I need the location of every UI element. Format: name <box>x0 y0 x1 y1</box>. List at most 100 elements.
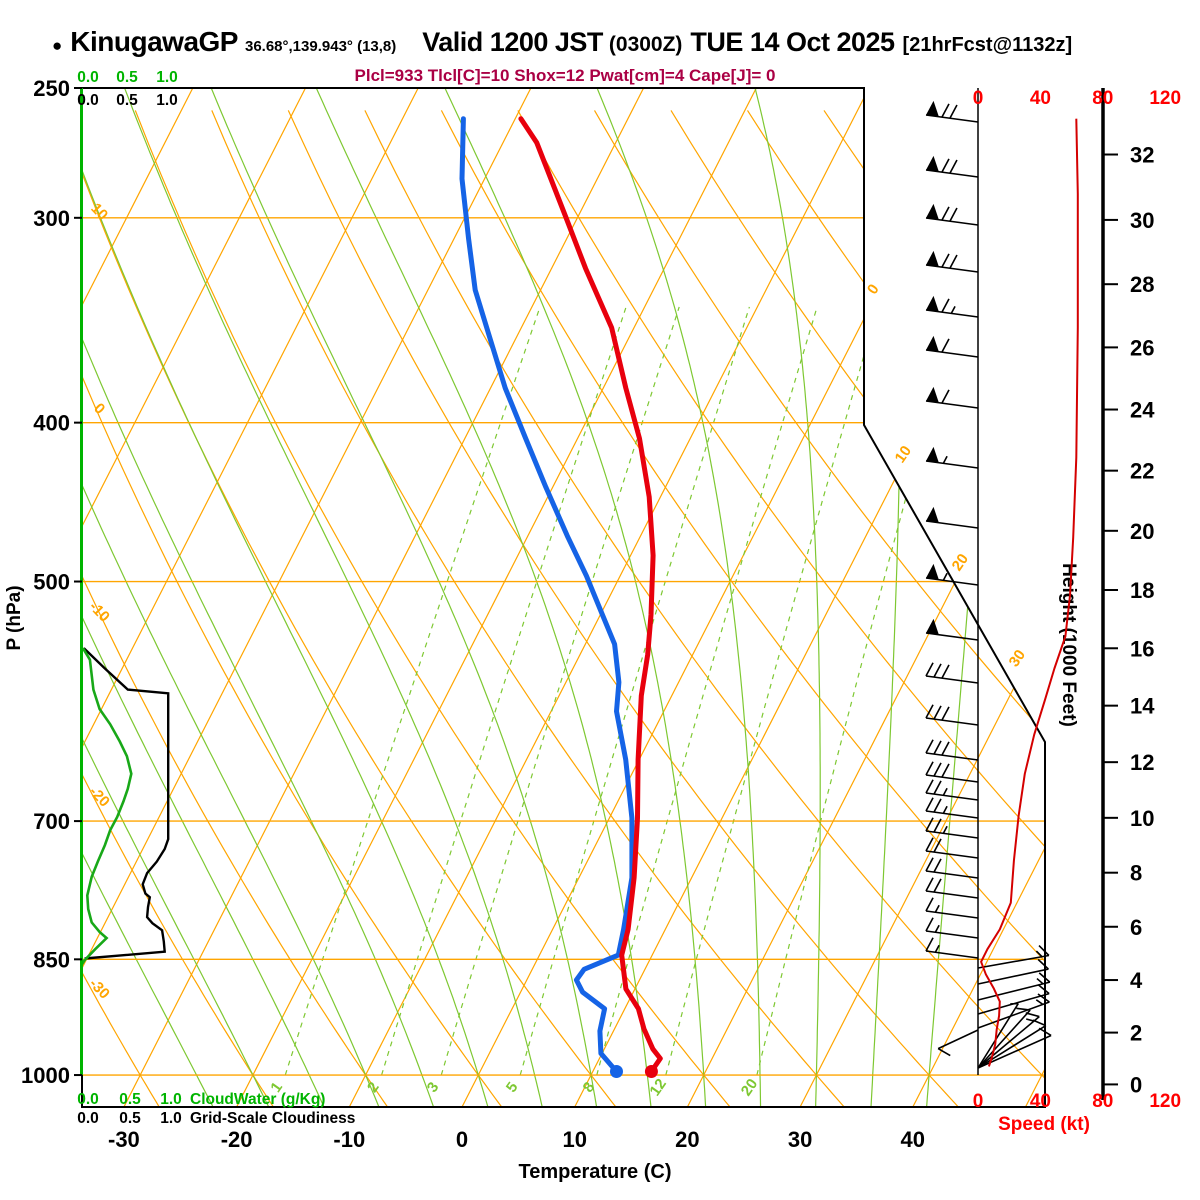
wind-barb <box>925 618 979 641</box>
height-tick-label: 24 <box>1130 398 1155 423</box>
moist-adiabat-line <box>82 88 327 1107</box>
svg-text:0: 0 <box>864 281 883 298</box>
dry-adiabat-line <box>364 110 1045 1107</box>
svg-text:0.0: 0.0 <box>77 69 99 86</box>
moist-adiabat-line <box>82 88 216 1107</box>
height-tick-label: 8 <box>1130 861 1142 886</box>
isotherm-line <box>236 88 757 1107</box>
grid-scale-cloudiness-curve <box>82 647 170 960</box>
mixing-ratio-line <box>440 306 680 1076</box>
pressure-axis-title: P (hPa) <box>4 585 25 650</box>
svg-text:30: 30 <box>1006 647 1029 670</box>
wind-barb <box>925 797 979 819</box>
moist-adiabat-line <box>870 88 902 1107</box>
svg-text:20: 20 <box>738 1076 761 1099</box>
wind-barb <box>925 203 979 226</box>
sounding-profiles <box>459 116 663 1078</box>
speed-tick-label-top: 80 <box>1092 88 1113 109</box>
wind-barb <box>925 739 979 761</box>
height-tick-label: 14 <box>1130 694 1155 719</box>
dewpoint-curve <box>459 116 635 1074</box>
wind-barb <box>925 446 979 469</box>
isotherm-line <box>686 88 1045 1107</box>
wind-barb <box>925 937 979 959</box>
pressure-tick-label: 1000 <box>21 1063 70 1088</box>
isotherm-line <box>82 88 419 1107</box>
surface-dewpoint-dot <box>609 1064 623 1078</box>
height-tick-label: 6 <box>1130 915 1142 940</box>
svg-text:0.5: 0.5 <box>116 92 138 109</box>
temperature-axis-title: Temperature (C) <box>519 1161 672 1183</box>
height-tick-label: 0 <box>1130 1072 1142 1097</box>
speed-tick-label-top: 120 <box>1149 88 1181 109</box>
wind-barb-lowlevel <box>977 945 1050 969</box>
height-tick-label: 20 <box>1130 519 1154 544</box>
isotherm-line <box>799 88 1045 1107</box>
skewt-gridlines <box>82 88 1045 1107</box>
surface-temperature-dot <box>644 1064 658 1078</box>
svg-text:0.5: 0.5 <box>116 69 138 86</box>
temperature-tick-label: 10 <box>562 1127 586 1152</box>
isotherm-line <box>82 88 194 1107</box>
svg-text:1.0: 1.0 <box>160 1110 182 1127</box>
svg-text:-20: -20 <box>86 783 113 810</box>
station-coordinates: 36.68°,139.943° (13,8) <box>244 38 397 55</box>
temperature-tick-label: -10 <box>333 1127 365 1152</box>
dry-adiabat-line <box>287 110 962 1107</box>
height-tick-label: 30 <box>1130 208 1154 233</box>
wind-barb <box>925 817 979 839</box>
mixing-ratio-line <box>519 306 750 1076</box>
valid-date: TUE 14 Oct 2025 <box>690 27 895 57</box>
wind-barb <box>925 155 979 178</box>
pressure-tick-label: 700 <box>33 809 70 834</box>
svg-text:0.0: 0.0 <box>77 1091 99 1108</box>
wind-barb <box>925 100 979 123</box>
moist-adiabat-line <box>82 88 436 1107</box>
wind-barb <box>925 295 979 318</box>
wind-barb-lowlevel <box>977 1002 1019 1069</box>
moist-adiabat-line <box>82 88 381 1107</box>
height-tick-label: 10 <box>1130 806 1154 831</box>
height-tick-label: 12 <box>1130 750 1154 775</box>
dry-adiabat-line <box>593 110 1045 1107</box>
wind-barb <box>925 506 979 529</box>
dry-adiabat-line <box>440 110 1045 1107</box>
isotherm-line <box>82 88 307 1107</box>
pressure-tick-label: 850 <box>33 947 70 972</box>
pressure-tick-label: 400 <box>33 411 70 436</box>
wind-barb <box>925 877 979 899</box>
dry-adiabat-line <box>211 110 848 1107</box>
pressure-axis: 250 300 400 500 700 850 1000 P (hPa) <box>4 76 82 1088</box>
mixing-ratio-line <box>756 306 959 1076</box>
moist-adiabat-line <box>208 88 598 1107</box>
svg-text:0.0: 0.0 <box>77 1110 99 1127</box>
cloud-water-curve <box>82 647 133 965</box>
moist-adiabat-line <box>753 88 821 1107</box>
wind-barb <box>925 704 979 726</box>
svg-text:-10: -10 <box>86 598 113 625</box>
cloud-overlays <box>82 647 170 965</box>
temperature-tick-label: 30 <box>788 1127 812 1152</box>
svg-text:10: 10 <box>892 443 915 466</box>
svg-text:0.5: 0.5 <box>119 1110 141 1127</box>
height-tick-label: 18 <box>1130 578 1154 603</box>
svg-text:3: 3 <box>424 1079 443 1096</box>
height-tick-label: 2 <box>1130 1021 1142 1046</box>
height-tick-label: 4 <box>1130 968 1143 993</box>
isotherm-line <box>348 88 870 1107</box>
wind-barb <box>925 250 979 273</box>
plot-border <box>80 87 1046 1108</box>
svg-text:5: 5 <box>503 1079 522 1096</box>
svg-text:0.0: 0.0 <box>77 92 99 109</box>
dry-adiabat-line <box>82 110 505 1107</box>
cloud-scale: 0.0 0.5 1.0 0.0 0.5 1.0 0.0 0.5 1.0 CloudWater (g… <box>77 69 355 1127</box>
wind-barb <box>925 563 979 586</box>
pressure-tick-label: 500 <box>33 570 70 595</box>
dry-adiabat-line <box>82 110 276 1107</box>
wind-barb <box>925 917 979 939</box>
svg-text:-30: -30 <box>86 975 113 1002</box>
svg-text:20: 20 <box>949 551 972 574</box>
svg-text:12: 12 <box>646 1076 669 1099</box>
